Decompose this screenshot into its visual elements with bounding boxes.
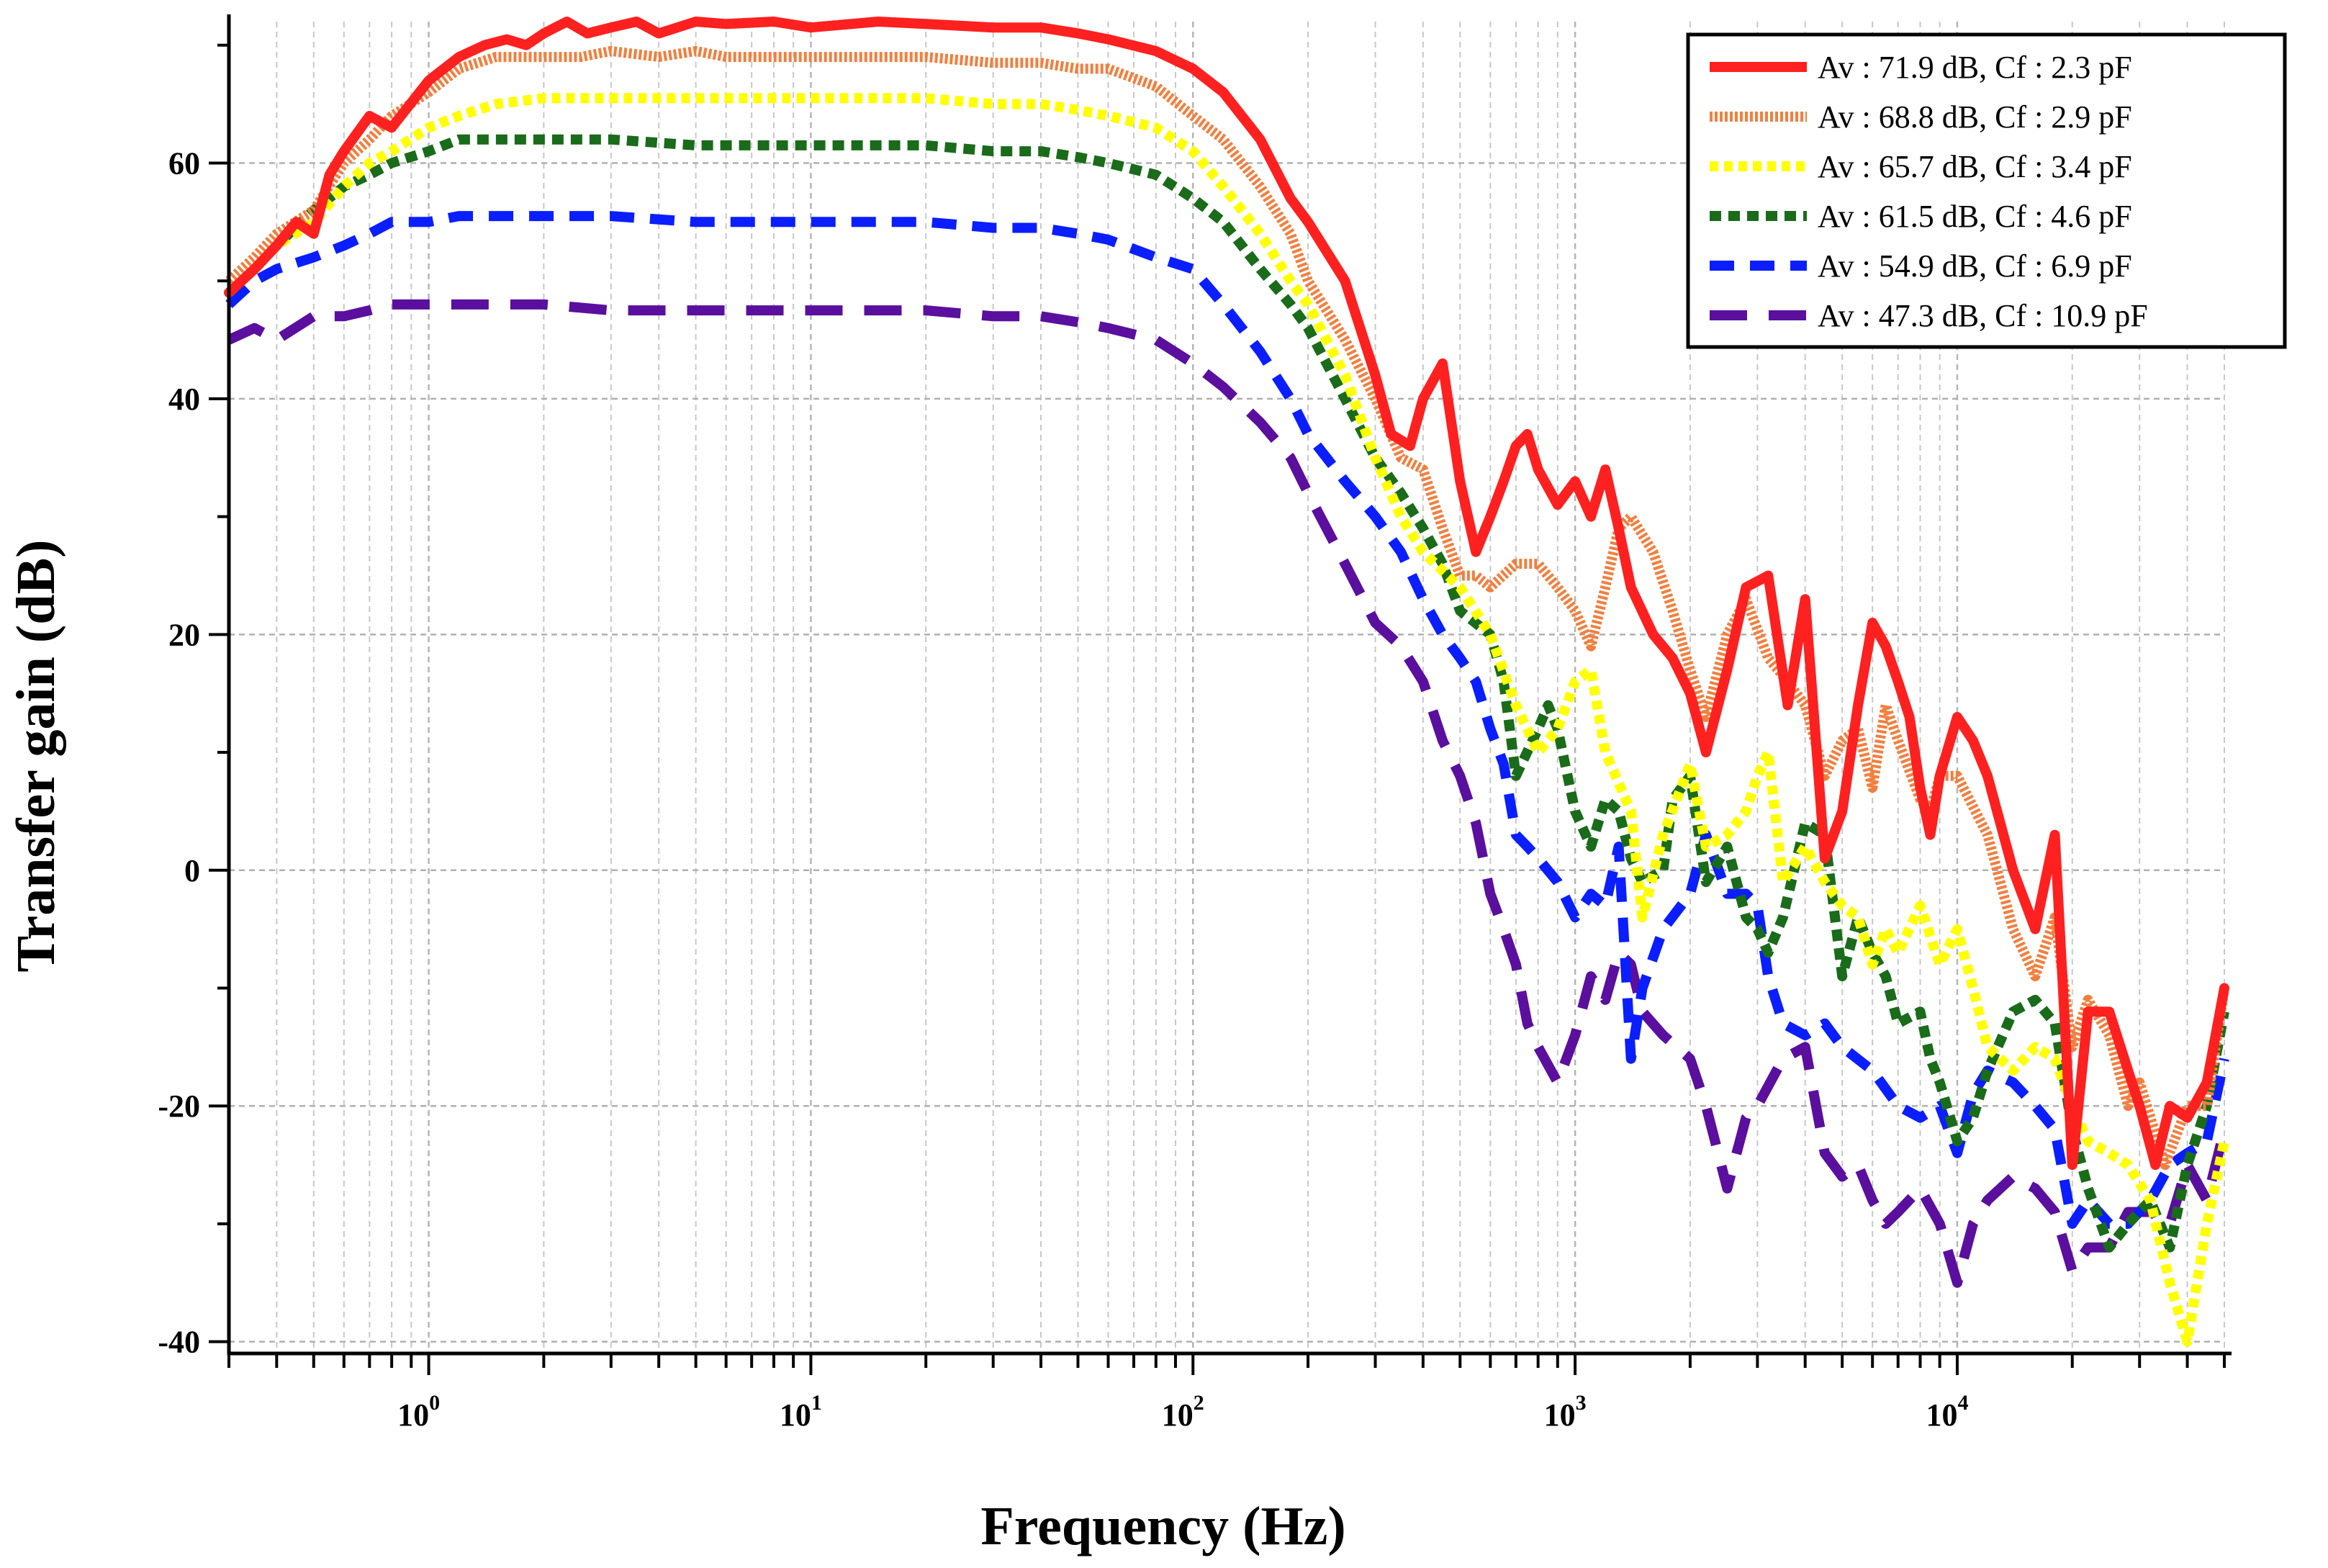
legend-label-2: Av : 68.8 dB, Cf : 2.9 pF (1818, 99, 2132, 135)
axes (209, 14, 2232, 1375)
legend-label-6: Av : 47.3 dB, Cf : 10.9 pF (1818, 298, 2148, 333)
y-tick-label: 0 (184, 853, 200, 888)
legend-box (1686, 32, 2287, 349)
series-line-2 (225, 45, 2229, 1171)
x-axis-title: Frequency (Hz) (980, 1496, 1345, 1556)
x-tick-label: 102 (1162, 1391, 1204, 1433)
series-line-6 (227, 299, 2229, 1288)
y-tick-label: 40 (168, 382, 200, 417)
legend-label-3: Av : 65.7 dB, Cf : 3.4 pF (1818, 149, 2132, 184)
y-axis-title: Transfer gain (dB) (6, 540, 66, 973)
x-tick-label: 101 (780, 1391, 822, 1433)
x-tick-base: 10 (780, 1397, 811, 1433)
y-tick-label: 60 (168, 145, 200, 181)
legend-label-1: Av : 71.9 dB, Cf : 2.3 pF (1818, 50, 2132, 85)
series-line-3 (225, 93, 2229, 1347)
legend-label-4: Av : 61.5 dB, Cf : 4.6 pF (1818, 199, 2132, 234)
x-tick-label: 100 (397, 1391, 440, 1433)
series-line-4 (225, 134, 2229, 1253)
y-tick-label: 20 (168, 617, 200, 652)
x-tick-exponent: 2 (1194, 1391, 1204, 1415)
x-tick-base: 10 (1162, 1397, 1194, 1433)
x-tick-exponent: 4 (1957, 1391, 1968, 1415)
legend-label-5: Av : 54.9 dB, Cf : 6.9 pF (1818, 248, 2132, 284)
x-tick-exponent: 0 (429, 1391, 440, 1415)
x-tick-label: 104 (1926, 1391, 1968, 1433)
y-tick-label: -40 (158, 1325, 200, 1360)
x-tick-label: 103 (1544, 1391, 1587, 1433)
x-tick-base: 10 (1926, 1397, 1957, 1433)
series-line-1 (224, 17, 2229, 1171)
x-tick-exponent: 1 (811, 1391, 822, 1415)
legend: Av : 71.9 dB, Cf : 2.3 pF Av : 68.8 dB, C… (1686, 32, 2287, 349)
y-tick-label: -20 (158, 1089, 200, 1124)
x-tick-base: 10 (397, 1397, 429, 1433)
x-tick-base: 10 (1544, 1397, 1576, 1433)
grid (228, 22, 2225, 1353)
x-tick-exponent: 3 (1576, 1391, 1587, 1415)
data-curves (224, 17, 2229, 1347)
